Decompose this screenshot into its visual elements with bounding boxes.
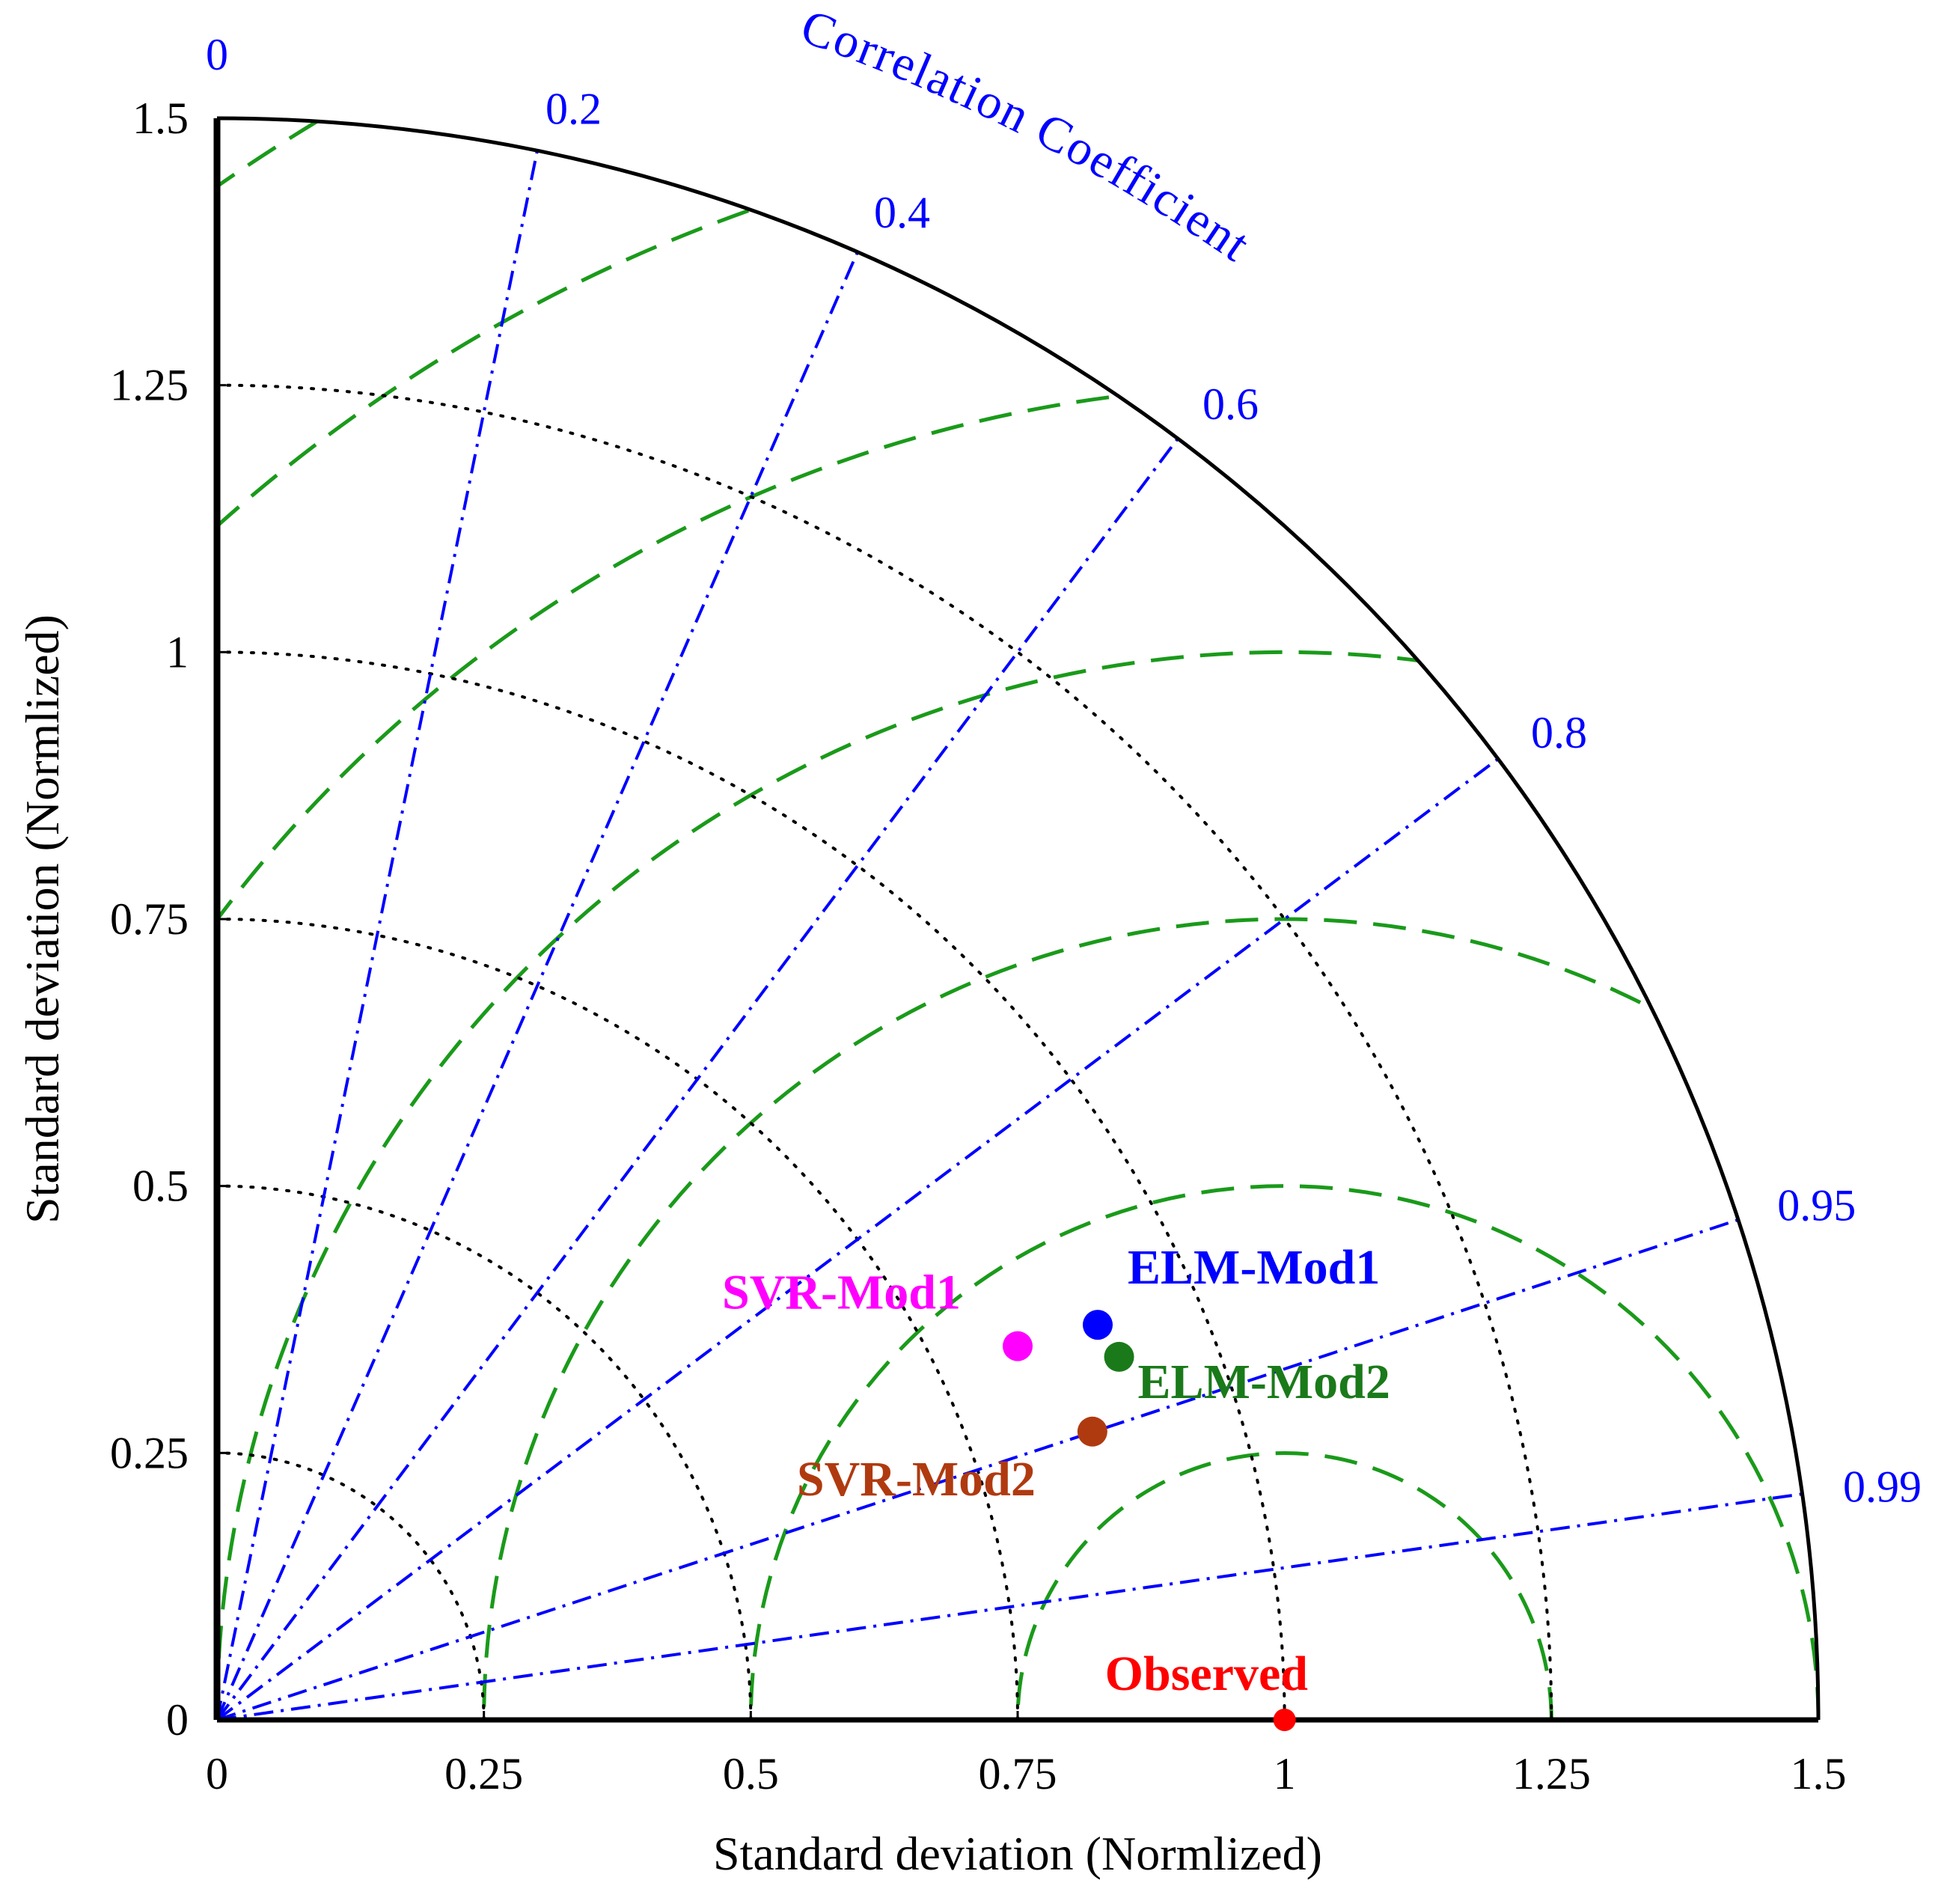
point-label-elm-mod1: ELM-Mod1	[1128, 1240, 1380, 1295]
y-tick-label-1: 0.25	[110, 1428, 189, 1477]
correlation-tick-label-5: 0.95	[1777, 1181, 1856, 1230]
x-tick-label-2: 0.5	[723, 1749, 779, 1798]
y-tick-label-3: 0.75	[110, 894, 189, 944]
rms-arc-4	[217, 383, 1818, 1720]
rms-arc-3	[217, 652, 1956, 1720]
y-axis-title: Standard deviation (Normlized)	[16, 614, 69, 1224]
point-label-elm-mod2: ELM-Mod2	[1138, 1355, 1390, 1409]
x-tick-label-4: 1	[1274, 1749, 1296, 1798]
correlation-tick-label-2: 0.4	[874, 188, 930, 237]
point-label-observed: Observed	[1105, 1647, 1308, 1701]
point-label-svr-mod2: SVR-Mod2	[797, 1452, 1036, 1507]
outer-arc	[216, 116, 1821, 1721]
point-marker-observed	[1273, 1709, 1296, 1731]
correlation-line-5	[216, 1218, 1739, 1721]
point-marker-svr-mod2	[1077, 1416, 1107, 1447]
x-tick-label-6: 1.5	[1791, 1749, 1847, 1798]
rms-arc-2	[482, 917, 1818, 1720]
x-tick-label-5: 1.25	[1512, 1749, 1591, 1798]
point-marker-svr-mod1	[1003, 1331, 1033, 1361]
correlation-title: Correlation Coefficient	[794, 0, 1260, 272]
correlation-tick-label-1: 0.2	[545, 84, 602, 133]
correlation-line-6	[216, 1492, 1803, 1721]
correlation-line-2	[216, 251, 859, 1721]
x-tick-label-3: 0.75	[979, 1749, 1057, 1798]
std-arc-1	[216, 1184, 753, 1721]
points-group: Observed ELM-Mod1 ELM-Mod2 SVR-Mod1 SVR-Mod2	[722, 1240, 1390, 1731]
correlation-tick-label-4: 0.8	[1531, 708, 1587, 757]
ticks-group: 0 0.25 0.5 0.75 1 1.25 1.5 0 0.25 0.5 0.75 1 1.25 1.5	[110, 94, 1847, 1798]
correlation-lines-group: 0 0.2 0.4 0.6 0.8 0.95 0.99	[206, 30, 1922, 1721]
y-tick-label-4: 1	[166, 627, 189, 677]
correlation-tick-label-6: 0.99	[1843, 1462, 1922, 1511]
correlation-tick-label-3: 0.6	[1202, 379, 1259, 429]
correlation-tick-label-0: 0	[206, 30, 228, 79]
std-arc-4	[216, 383, 1553, 1721]
x-tick-label-1: 0.25	[444, 1749, 523, 1798]
y-tick-label-2: 0.5	[132, 1162, 189, 1211]
rms-arc-1	[748, 1184, 1818, 1720]
point-marker-elm-mod1	[1083, 1310, 1113, 1340]
y-tick-label-6: 1.5	[132, 94, 189, 143]
correlation-line-1	[216, 150, 539, 1721]
correlation-line-3	[216, 437, 1179, 1721]
x-tick-label-0: 0	[206, 1749, 228, 1798]
correlation-title-path: Correlation Coefficient	[794, 0, 1259, 272]
y-tick-label-0: 0	[166, 1695, 189, 1745]
std-arc-3	[216, 650, 1286, 1721]
std-arc-0	[216, 1451, 486, 1721]
point-label-svr-mod1: SVR-Mod1	[722, 1266, 961, 1320]
correlation-line-4	[216, 757, 1500, 1721]
std-arcs-group	[216, 383, 1553, 1721]
y-tick-label-5: 1.25	[110, 361, 189, 410]
point-marker-elm-mod2	[1104, 1341, 1134, 1372]
x-axis-title: Standard deviation (Normlized)	[713, 1827, 1322, 1880]
